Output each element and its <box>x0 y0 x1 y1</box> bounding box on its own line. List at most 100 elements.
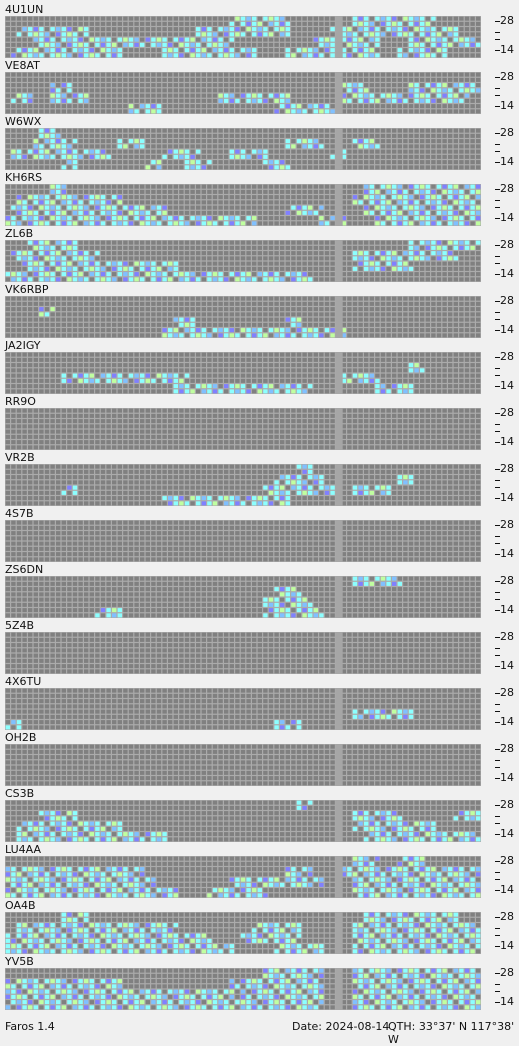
grid-cell <box>375 384 379 388</box>
grid-cell <box>84 312 88 316</box>
grid-cell <box>218 368 222 372</box>
grid-cell <box>302 195 306 199</box>
grid-cell <box>459 318 463 322</box>
grid-cell <box>84 48 88 52</box>
grid-cell <box>353 221 357 225</box>
grid-cell <box>398 206 402 210</box>
grid-cell <box>476 297 480 301</box>
grid-cell <box>235 368 239 372</box>
grid-cell <box>129 272 133 276</box>
grid-cell <box>392 302 396 306</box>
grid-cell <box>112 241 116 245</box>
grid-cell <box>56 328 60 332</box>
grid-cell <box>470 32 474 36</box>
grid-cell <box>179 144 183 148</box>
grid-cell <box>286 78 290 82</box>
grid-cell <box>202 206 206 210</box>
grid-cell <box>224 129 228 133</box>
grid-cell <box>448 17 452 21</box>
grid-cell <box>325 38 329 42</box>
grid-cell <box>470 297 474 301</box>
grid-cell <box>185 302 189 306</box>
grid-cell <box>280 129 284 133</box>
grid-cell <box>297 414 301 418</box>
grid-cell <box>67 17 71 21</box>
grid-cell <box>168 88 172 92</box>
grid-cell <box>22 185 26 189</box>
grid-cell <box>364 297 368 301</box>
grid-cell <box>67 43 71 47</box>
grid-cell <box>263 190 267 194</box>
grid-cell <box>392 374 396 378</box>
grid-cell <box>90 38 94 42</box>
grid-cell <box>392 150 396 154</box>
grid-cell <box>73 323 77 327</box>
grid-cell <box>22 48 26 52</box>
grid-cell <box>50 241 54 245</box>
grid-cell <box>241 73 245 77</box>
grid-cell <box>286 414 290 418</box>
grid-cell <box>207 389 211 393</box>
grid-cell <box>398 307 402 311</box>
grid-cell <box>196 297 200 301</box>
grid-cell <box>224 353 228 357</box>
grid-cell <box>101 277 105 281</box>
grid-cell <box>437 144 441 148</box>
grid-cell <box>235 323 239 327</box>
grid-cell <box>6 384 10 388</box>
grid-cell <box>353 200 357 204</box>
grid-cell <box>28 139 32 143</box>
grid-cell <box>274 368 278 372</box>
grid-cell <box>230 256 234 260</box>
grid-cell <box>358 78 362 82</box>
grid-cell <box>302 328 306 332</box>
grid-cell <box>291 221 295 225</box>
grid-cell <box>308 384 312 388</box>
grid-cell <box>118 83 122 87</box>
grid-cell <box>146 27 150 31</box>
grid-cell <box>202 139 206 143</box>
grid-cell <box>476 32 480 36</box>
grid-cell <box>459 206 463 210</box>
grid-cell <box>370 312 374 316</box>
grid-cell <box>140 73 144 77</box>
grid-cell <box>22 379 26 383</box>
grid-cell <box>364 88 368 92</box>
band-tick <box>495 256 500 257</box>
grid-cell <box>140 246 144 250</box>
grid-cell <box>235 94 239 98</box>
grid-cell <box>370 302 374 306</box>
grid-cell <box>308 246 312 250</box>
grid-cell <box>134 22 138 26</box>
grid-cell <box>101 48 105 52</box>
grid-cell <box>286 272 290 276</box>
grid-cell <box>459 221 463 225</box>
grid-cell <box>106 99 110 103</box>
grid-cell <box>168 256 172 260</box>
grid-cell <box>274 333 278 337</box>
grid-cell <box>269 32 273 36</box>
grid-cell <box>235 200 239 204</box>
grid-cell <box>101 83 105 87</box>
grid-cell <box>45 43 49 47</box>
grid-cell <box>437 277 441 281</box>
grid-cell <box>291 353 295 357</box>
grid-cell <box>56 160 60 164</box>
grid-cell <box>302 297 306 301</box>
grid-cell <box>448 384 452 388</box>
grid-cell <box>218 22 222 26</box>
grid-cell <box>448 272 452 276</box>
grid-cell <box>263 88 267 92</box>
grid-cell <box>190 129 194 133</box>
grid-cell <box>325 88 329 92</box>
grid-cell <box>118 73 122 77</box>
grid-cell <box>118 216 122 220</box>
grid-cell <box>101 414 105 418</box>
grid-cell <box>134 216 138 220</box>
grid-cell <box>134 94 138 98</box>
grid-cell <box>78 17 82 21</box>
grid-cell <box>330 190 334 194</box>
grid-cell <box>174 53 178 57</box>
grid-cell <box>28 211 32 215</box>
grid-cell <box>252 109 256 113</box>
